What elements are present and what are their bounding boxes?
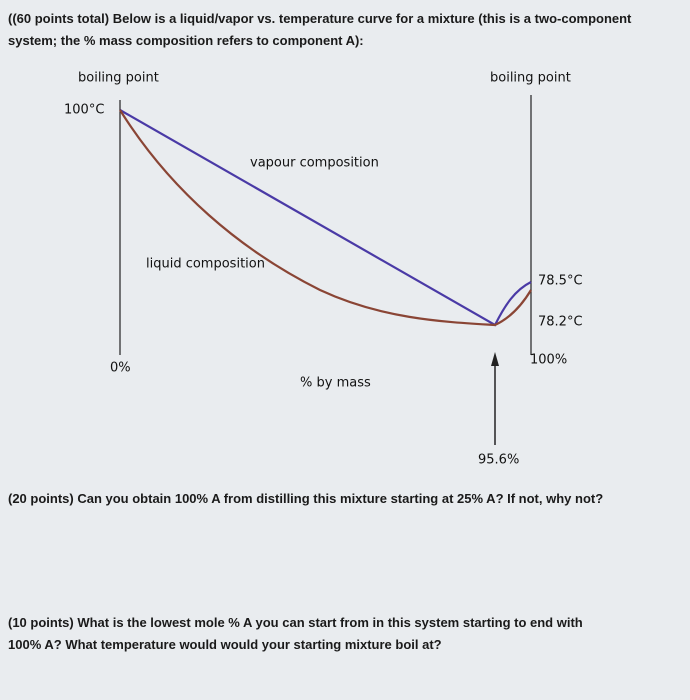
question-1: ((60 points total) Below is a liquid/vap… [8, 11, 632, 48]
right-temp-bottom: 78.2°C [538, 315, 583, 330]
liquid-curve [119, 109, 532, 327]
left-axis-label: boiling point [78, 71, 159, 86]
arrow-head [491, 352, 499, 366]
question-2: (20 points) Can you obtain 100% A from d… [8, 491, 604, 506]
left-temp: 100°C [64, 103, 104, 118]
azeotrope-label: 95.6% [478, 453, 519, 468]
x-left: 0% [110, 361, 131, 376]
right-axis-label: boiling point [490, 71, 571, 86]
x-label: % by mass [300, 376, 371, 391]
x-right: 100% [530, 353, 567, 368]
liquid-label: liquid composition [146, 257, 265, 272]
question-3: (10 points) What is the lowest mole % A … [8, 615, 583, 652]
right-temp-top: 78.5°C [538, 274, 583, 289]
diagram: boiling point boiling point 100°C vapour… [64, 71, 583, 468]
vapour-label: vapour composition [250, 156, 379, 171]
